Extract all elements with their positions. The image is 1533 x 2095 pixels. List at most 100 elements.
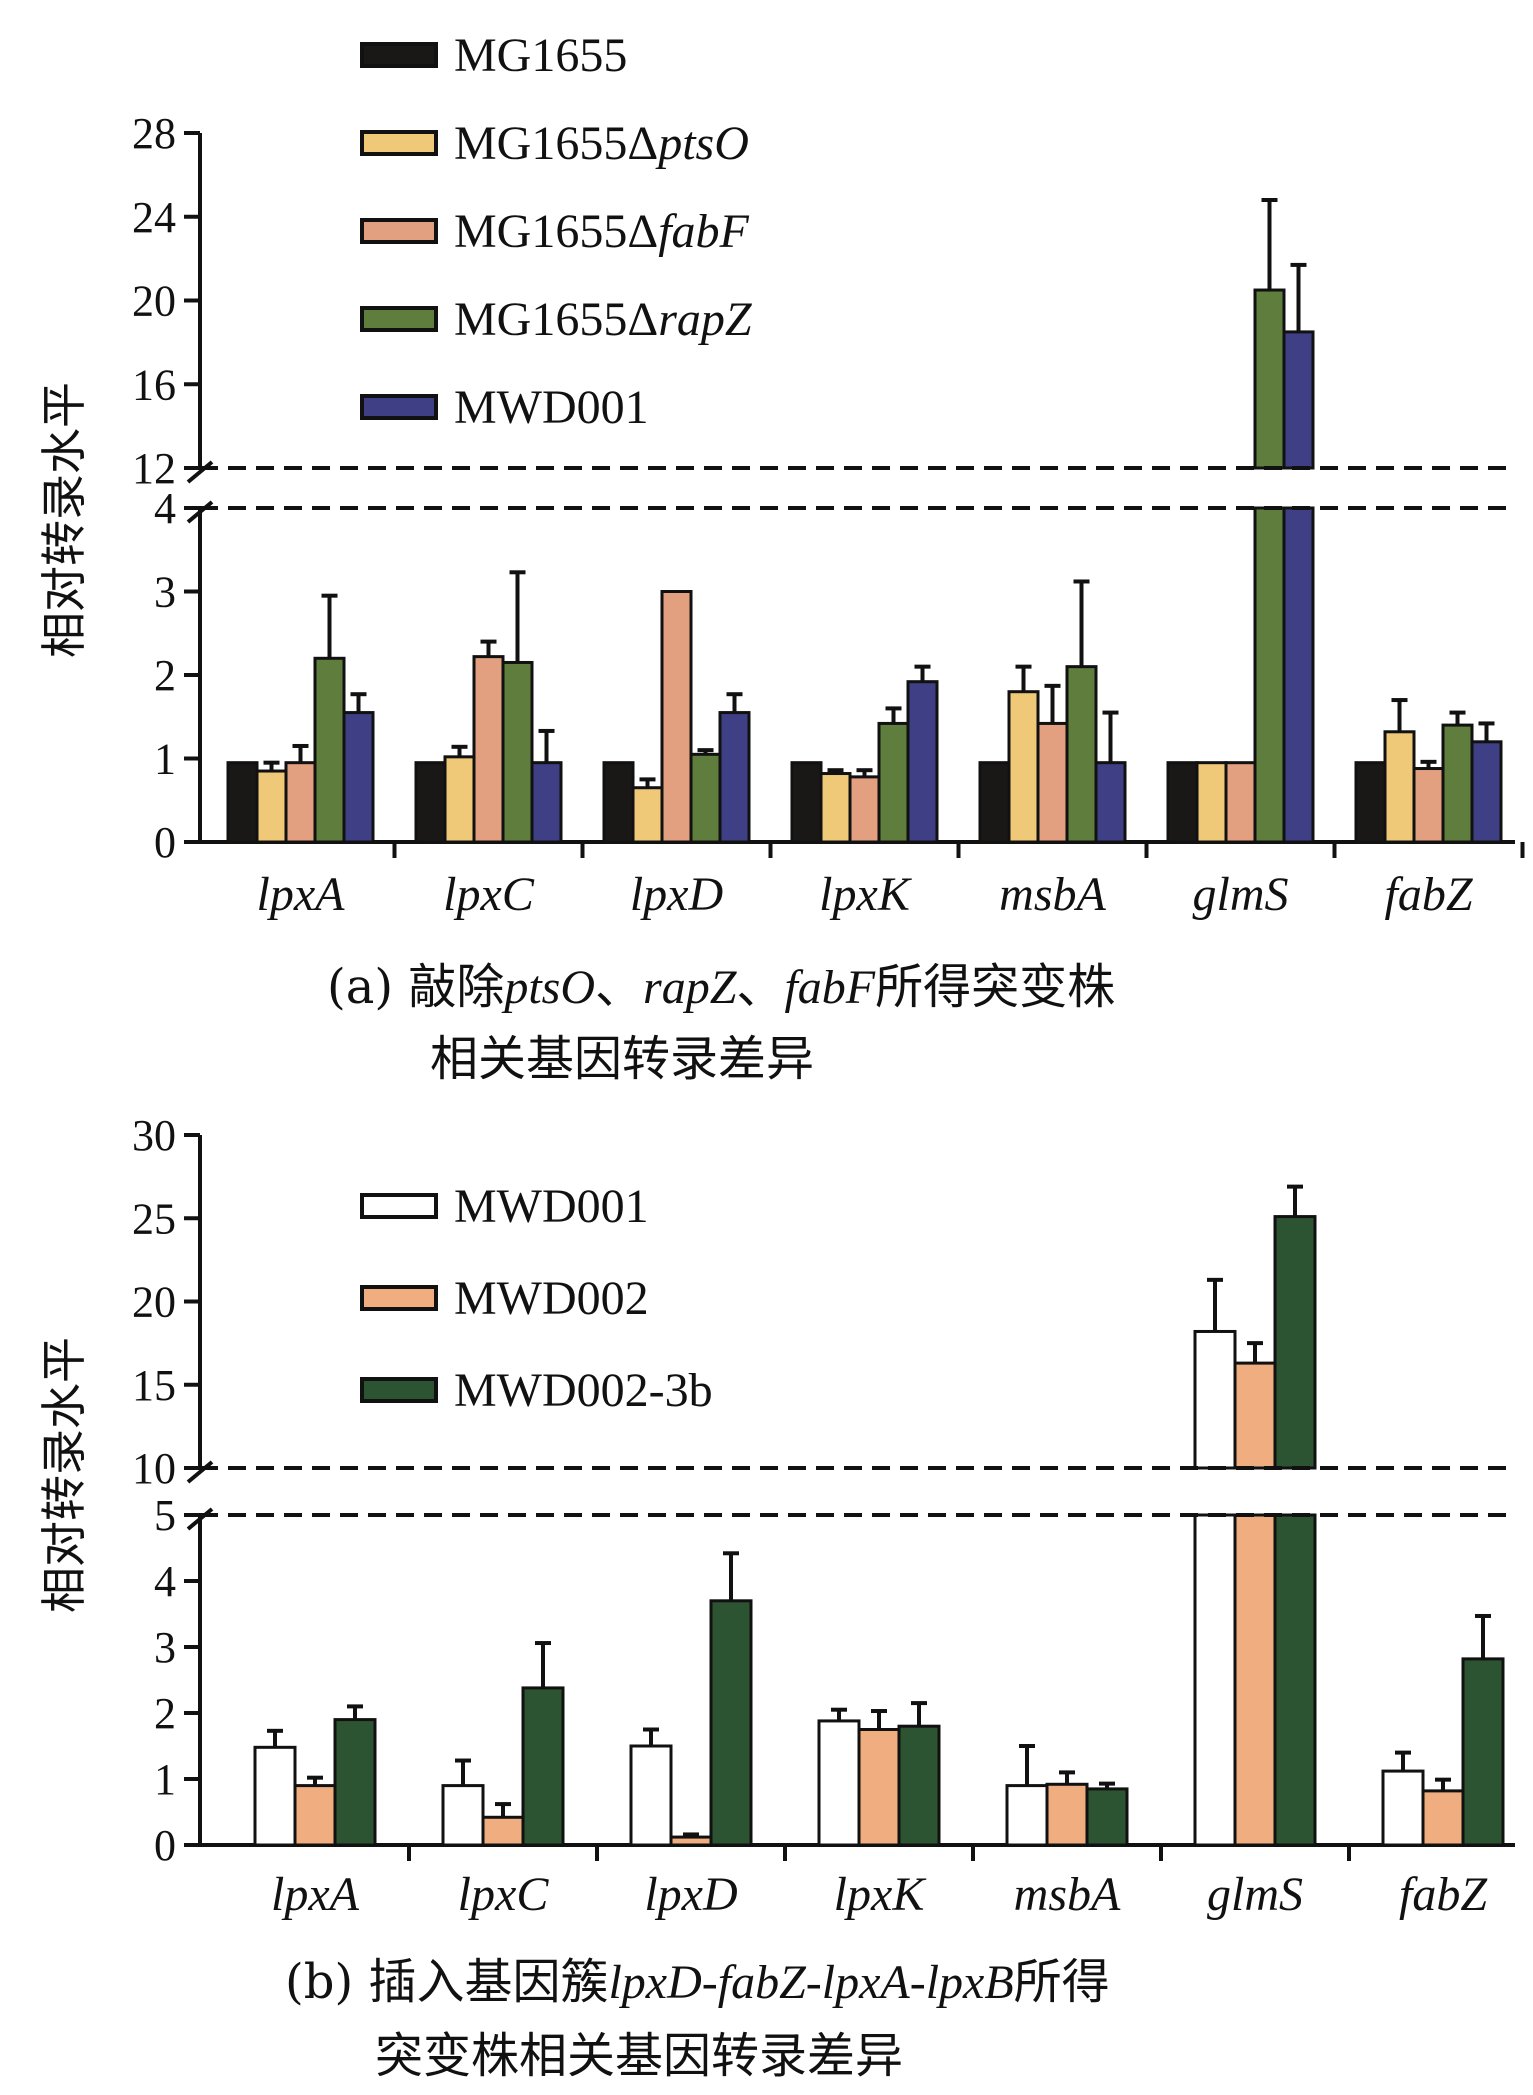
bar [472, 655, 505, 844]
legend-label-italic: ptsO [655, 117, 749, 170]
y-tick-label: 15 [132, 1361, 176, 1410]
caption-segment: 所得 [1014, 1954, 1110, 2010]
x-tick-label: lpxA [271, 1868, 360, 1921]
bar [718, 711, 751, 844]
bar [709, 1599, 753, 1847]
bar [1412, 767, 1445, 844]
bar [848, 775, 881, 844]
bar [1470, 740, 1503, 844]
caption-segment: (b) 插入基因簇 [285, 1954, 608, 2010]
bar [817, 1719, 861, 1847]
legend-label: MWD001 [454, 1180, 649, 1233]
bar [501, 660, 534, 844]
caption-line-1: (b) 插入基因簇lpxD-fabZ-lpxA-lpxB所得 [285, 1954, 1110, 2010]
bar [1005, 1784, 1049, 1847]
axis-break-mark [186, 1460, 214, 1484]
axis-break-mark [186, 1507, 214, 1531]
bar [1195, 761, 1228, 844]
bar [897, 1724, 941, 1847]
legend-label-text: MG1655Δ [454, 117, 658, 170]
legend-swatch [360, 394, 438, 420]
x-tick-label: lpxK [819, 868, 913, 921]
panel-b-chart: 0 1 2 3 4 510 15 20 25 30 lpxA lpxC lpxD lpxK msbA glmS… [37, 1111, 1515, 2084]
bar [669, 1835, 713, 1847]
bar [1036, 721, 1069, 844]
bar-upper-segment [1233, 1361, 1277, 1470]
axis-break-mark [186, 460, 214, 484]
bar [877, 721, 910, 844]
legend-label: MG1655ΔfabF [454, 205, 750, 258]
y-axis-label: 相对转录水平 [37, 1337, 91, 1613]
bar [689, 752, 722, 844]
bar [1166, 761, 1199, 844]
y-tick-label: 24 [132, 193, 176, 242]
bar [481, 1815, 525, 1847]
x-tick-label: lpxC [443, 868, 535, 921]
bar-lower-segment [1193, 1513, 1237, 1847]
y-tick-label: 1 [154, 1755, 176, 1804]
y-tick-label: 28 [132, 109, 176, 158]
legend-swatch [360, 42, 438, 68]
bar [441, 1784, 485, 1847]
bar [1441, 723, 1474, 844]
legend-swatch [360, 218, 438, 244]
bar [629, 1744, 673, 1847]
y-tick-label: 30 [132, 1111, 176, 1160]
x-tick-label: msbA [1014, 1868, 1121, 1921]
x-tick-label: lpxK [834, 1868, 928, 1921]
x-tick-label: glmS [1207, 1868, 1303, 1921]
bar [790, 761, 823, 844]
legend-label: MG1655 [454, 29, 627, 82]
y-tick-label: 20 [132, 1278, 176, 1327]
x-tick-label: fabZ [1384, 868, 1473, 921]
bar [1065, 665, 1098, 844]
bar [602, 761, 635, 844]
legend-label: MWD002 [454, 1272, 649, 1325]
legend-swatch [360, 306, 438, 332]
y-tick-label: 4 [154, 484, 176, 533]
bar [1383, 730, 1416, 844]
caption-segment: 、 [595, 959, 643, 1015]
bar [530, 761, 563, 844]
bar [253, 1745, 297, 1847]
bar [978, 761, 1011, 844]
caption-line-1: (a) 敲除ptsO、rapZ、fabF所得突变株 [327, 959, 1115, 1015]
caption-segment: fabF [784, 961, 875, 1014]
y-tick-label: 4 [154, 1557, 176, 1606]
legend-swatch [360, 1193, 438, 1219]
bar-upper-segment [1253, 288, 1286, 470]
x-tick-label: fabZ [1399, 1868, 1488, 1921]
legend-label: MWD001 [454, 381, 649, 434]
y-tick-label: 2 [154, 1689, 176, 1738]
axis-break-mark [186, 500, 214, 524]
x-tick-label: lpxD [630, 868, 723, 921]
y-tick-label: 5 [154, 1491, 176, 1540]
y-tick-label: 20 [132, 277, 176, 326]
bar-upper-segment [1273, 1215, 1317, 1470]
y-tick-label: 0 [154, 818, 176, 867]
legend-swatch [360, 130, 438, 156]
bar [857, 1728, 901, 1847]
bar [313, 656, 346, 844]
y-tick-label: 3 [154, 568, 176, 617]
x-tick-label: lpxD [644, 1868, 737, 1921]
bar [1045, 1782, 1089, 1847]
bar [414, 761, 447, 844]
x-tick-label: glmS [1193, 868, 1289, 921]
bar [1421, 1789, 1465, 1847]
caption-segment: 所得突变株 [875, 959, 1115, 1015]
y-tick-label: 0 [154, 1821, 176, 1870]
caption-segment: ptsO [501, 961, 595, 1014]
x-tick-label: msbA [999, 868, 1106, 921]
legend-label: MWD002-3b [454, 1364, 713, 1417]
bar-lower-segment [1282, 506, 1315, 844]
x-tick-label: lpxC [458, 1868, 550, 1921]
bar [284, 761, 317, 844]
caption-line-2: 相关基因转录差异 [430, 1031, 814, 1087]
caption-line-2: 突变株相关基因转录差异 [375, 2028, 903, 2084]
legend-swatch [360, 1377, 438, 1403]
y-tick-label: 2 [154, 651, 176, 700]
legend-label-text: MG1655Δ [454, 205, 658, 258]
